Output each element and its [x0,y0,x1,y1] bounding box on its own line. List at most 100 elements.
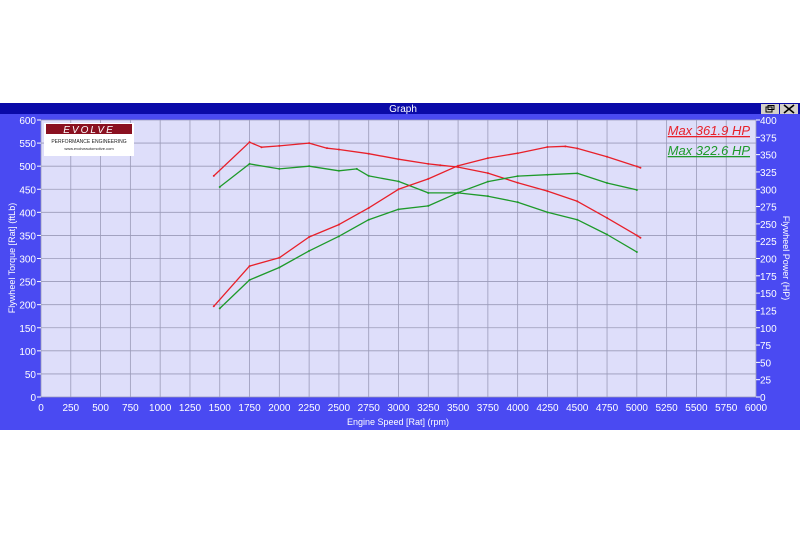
data-point [457,191,460,194]
x-tick-label: 250 [62,403,79,414]
data-point [218,307,221,310]
data-point [635,251,638,254]
data-point [486,157,489,160]
data-point [337,223,340,226]
x-tick-label: 2500 [328,403,351,414]
data-point [397,208,400,211]
data-point [260,146,263,149]
evolve-logo: EVOLVE PERFORMANCE ENGINEERING www.evolv… [44,123,134,156]
data-point [397,188,400,191]
data-point [546,173,549,176]
data-point [564,145,567,148]
title-bar [0,103,800,114]
y-tick-label: 50 [25,370,37,381]
data-point [308,165,311,168]
x-tick-label: 1750 [238,403,261,414]
data-point [367,218,370,221]
data-point [606,233,609,236]
y-tick-label: 150 [19,324,36,335]
window-title: Graph [389,104,417,115]
close-icon[interactable] [780,104,798,114]
x-tick-label: 3750 [477,403,500,414]
x-tick-label: 3250 [417,403,440,414]
data-point [457,164,460,167]
data-point [278,167,281,170]
y-tick-label: 400 [19,208,36,219]
x-tick-label: 2000 [268,403,291,414]
data-point [576,147,579,150]
data-point [427,191,430,194]
data-point [212,305,215,308]
y-tick-label: 300 [19,255,36,266]
data-point [397,158,400,161]
data-point [337,148,340,151]
y-axis-label: Flywheel Torque [Rat] (ftLb) [7,203,17,313]
y-tick-label: 0 [30,393,36,404]
x-tick-label: 5500 [685,403,708,414]
legend-run1: Max 361.9 HP [668,123,751,138]
x-tick-label: 1500 [209,403,232,414]
svg-text:EVOLVE: EVOLVE [63,125,114,136]
data-point [516,175,519,178]
x-tick-label: 5000 [626,403,649,414]
x-tick-label: 3500 [447,403,470,414]
data-point [516,181,519,184]
data-point [516,152,519,155]
data-point [427,162,430,165]
data-point [486,195,489,198]
y2-tick-label: 300 [760,185,777,196]
x-tick-label: 5250 [656,403,679,414]
data-point [639,236,642,239]
data-point [248,265,251,268]
y2-tick-label: 375 [760,133,777,144]
y2-tick-label: 125 [760,306,777,317]
data-point [576,218,579,221]
data-point [278,256,281,259]
y-tick-label: 600 [19,116,36,127]
data-point [546,190,549,193]
data-point [635,188,638,191]
data-point [367,174,370,177]
x-tick-label: 1250 [179,403,202,414]
data-point [337,235,340,238]
data-point [639,166,642,169]
y2-tick-label: 150 [760,289,777,300]
data-point [326,147,328,150]
data-point [486,180,489,183]
y-tick-label: 500 [19,162,36,173]
data-point [546,146,549,149]
y2-tick-label: 275 [760,203,777,214]
data-point [576,172,579,175]
y-tick-label: 550 [19,139,36,150]
x-tick-label: 4750 [596,403,619,414]
y2-tick-label: 50 [760,358,772,369]
svg-text:www.evolveautomotive.com: www.evolveautomotive.com [64,146,114,151]
data-point [606,182,609,185]
data-point [439,164,442,167]
x-tick-label: 6000 [745,403,768,414]
data-point [248,141,251,144]
restore-window-icon[interactable] [761,104,779,114]
y-tick-label: 250 [19,278,36,289]
data-point [635,234,638,237]
data-point [308,236,311,239]
y2-tick-label: 325 [760,168,777,179]
y2-tick-label: 225 [760,237,777,248]
data-point [248,162,251,165]
x-tick-label: 750 [122,403,139,414]
x-axis-label: Engine Speed [Rat] (rpm) [347,417,449,427]
y2-axis-label: Flywheel Power (HP) [781,216,791,301]
data-point [516,201,519,204]
data-point [635,165,638,168]
x-tick-label: 1000 [149,403,172,414]
y-tick-label: 450 [19,185,36,196]
data-point [546,211,549,214]
y2-tick-label: 25 [760,376,772,387]
svg-text:PERFORMANCE ENGINEERING: PERFORMANCE ENGINEERING [51,139,126,145]
data-point [218,185,221,188]
data-point [576,200,579,203]
data-point [308,249,311,252]
x-tick-label: 3000 [387,403,410,414]
x-tick-label: 4250 [536,403,559,414]
